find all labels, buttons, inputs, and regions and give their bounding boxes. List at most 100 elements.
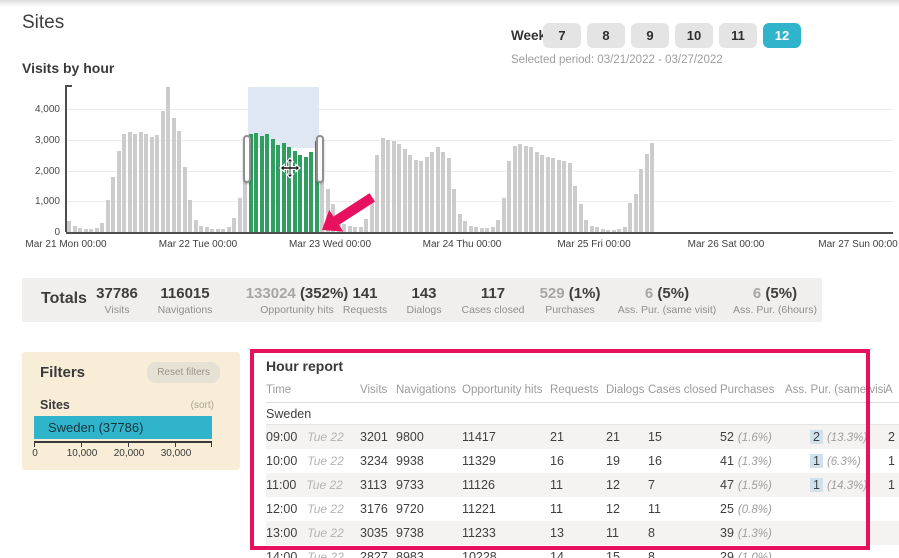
visits-bar[interactable] xyxy=(303,157,308,232)
visits-bar[interactable] xyxy=(254,133,258,232)
column-header-requests[interactable]: Requests xyxy=(550,378,606,403)
selection-right-handle[interactable] xyxy=(316,135,324,183)
visits-bar[interactable] xyxy=(496,220,500,232)
visits-bar[interactable] xyxy=(589,226,594,232)
visits-bar[interactable] xyxy=(485,228,489,232)
visits-bar[interactable] xyxy=(430,152,434,232)
visits-bar[interactable] xyxy=(133,134,137,232)
week-button-8[interactable]: 8 xyxy=(587,23,625,48)
visits-bar[interactable] xyxy=(380,138,385,232)
visits-bar[interactable] xyxy=(435,147,440,232)
visits-bar[interactable] xyxy=(243,180,247,232)
visits-bar[interactable] xyxy=(468,226,473,232)
week-button-10[interactable]: 10 xyxy=(675,23,713,48)
visits-bar[interactable] xyxy=(446,158,451,232)
visits-bar[interactable] xyxy=(523,146,528,232)
visits-bar[interactable] xyxy=(463,221,467,232)
visits-bar[interactable] xyxy=(100,223,104,232)
visits-bar[interactable] xyxy=(89,229,93,232)
visits-bar[interactable] xyxy=(237,198,242,232)
visits-bar[interactable] xyxy=(298,155,302,232)
visits-bar[interactable] xyxy=(567,163,572,232)
visits-bar[interactable] xyxy=(584,220,588,232)
visits-bar[interactable] xyxy=(600,229,605,232)
visits-bar[interactable] xyxy=(199,226,203,232)
visits-bar[interactable] xyxy=(369,198,374,232)
reset-filters-button[interactable]: Reset filters xyxy=(147,362,220,383)
visits-bar[interactable] xyxy=(358,227,363,232)
column-header-visits[interactable]: Visits xyxy=(360,378,396,403)
visits-bar[interactable] xyxy=(336,220,341,232)
visits-bar[interactable] xyxy=(650,143,654,232)
visits-bar[interactable] xyxy=(419,161,423,232)
group-row[interactable]: Sweden xyxy=(266,402,899,425)
visits-bar[interactable] xyxy=(78,228,82,232)
visits-bar[interactable] xyxy=(215,229,220,232)
visits-bar[interactable] xyxy=(138,132,143,232)
column-header-navigations[interactable]: Navigations xyxy=(396,378,462,403)
chart-selection-region[interactable] xyxy=(247,87,319,148)
visits-bar[interactable] xyxy=(292,151,297,232)
visits-bar[interactable] xyxy=(617,229,621,232)
visits-bar[interactable] xyxy=(188,200,192,232)
visits-bar[interactable] xyxy=(144,134,148,232)
visits-bar[interactable] xyxy=(127,132,132,232)
visits-bar[interactable] xyxy=(182,167,187,232)
visits-bar[interactable] xyxy=(281,143,286,232)
week-button-12[interactable]: 12 xyxy=(763,23,801,48)
visits-bar[interactable] xyxy=(529,147,533,232)
visits-bar[interactable] xyxy=(408,155,412,232)
column-header-purchases[interactable]: Purchases xyxy=(720,378,785,403)
visits-bar[interactable] xyxy=(72,226,77,232)
visits-bar[interactable] xyxy=(595,227,599,232)
table-row[interactable]: 09:00 Tue 22 3201 9800 11417 21 21 15 52 (1.6%) 2(… xyxy=(266,424,899,449)
column-header-ass-pur-same-visit-[interactable]: Ass. Pur. (same visit) xyxy=(785,378,885,403)
visits-bar[interactable] xyxy=(259,136,264,232)
visits-bar[interactable] xyxy=(116,151,121,232)
visits-bar[interactable] xyxy=(331,204,335,232)
visits-bar[interactable] xyxy=(83,229,88,232)
visits-bar[interactable] xyxy=(155,135,159,232)
visits-bar[interactable] xyxy=(518,144,522,232)
column-header-dialogs[interactable]: Dialogs xyxy=(606,378,648,403)
visits-bar[interactable] xyxy=(111,177,115,232)
visits-bar[interactable] xyxy=(644,154,649,232)
visits-bar[interactable] xyxy=(633,194,638,232)
visits-bar[interactable] xyxy=(232,218,236,232)
visits-bar[interactable] xyxy=(479,228,484,232)
visits-bar[interactable] xyxy=(413,160,418,232)
visits-bar[interactable] xyxy=(501,198,506,232)
visits-bar[interactable] xyxy=(391,141,396,232)
visits-bar[interactable] xyxy=(226,227,231,232)
visits-bar[interactable] xyxy=(210,229,214,232)
visits-bar[interactable] xyxy=(347,226,352,232)
visits-bar[interactable] xyxy=(353,227,357,232)
visits-bar[interactable] xyxy=(325,189,330,232)
visits-bar[interactable] xyxy=(342,224,346,232)
visits-bar[interactable] xyxy=(177,131,181,232)
visits-bar[interactable] xyxy=(540,155,544,232)
table-row[interactable]: 12:00 Tue 22 3176 9720 11221 11 12 11 25 (0.8%) xyxy=(266,497,899,521)
visits-bar[interactable] xyxy=(386,140,390,232)
visits-bar[interactable] xyxy=(402,149,407,232)
visits-bar[interactable] xyxy=(94,228,99,232)
table-row[interactable]: 13:00 Tue 22 3035 9738 11233 13 11 8 39 (1.3%) xyxy=(266,520,899,545)
visits-bar[interactable] xyxy=(287,147,291,232)
visits-bar[interactable] xyxy=(221,229,225,232)
column-header-opportunity-hits[interactable]: Opportunity hits xyxy=(462,378,550,403)
visits-bar[interactable] xyxy=(193,220,198,232)
visits-bar[interactable] xyxy=(628,203,632,232)
visits-bar[interactable] xyxy=(562,161,566,232)
visits-bar[interactable] xyxy=(545,157,550,232)
column-header-cases-closed[interactable]: Cases closed xyxy=(648,378,720,403)
site-filter-bar-sweden[interactable]: Sweden (37786) xyxy=(34,416,212,439)
visits-bar[interactable] xyxy=(578,204,583,232)
table-row[interactable]: 10:00 Tue 22 3234 9938 11329 16 19 16 41 (1.3%) 1(… xyxy=(266,449,899,473)
visits-bar[interactable] xyxy=(611,230,616,232)
visits-bar[interactable] xyxy=(375,155,379,232)
visits-bar[interactable] xyxy=(474,227,478,232)
week-button-7[interactable]: 7 xyxy=(543,23,581,48)
visits-bar[interactable] xyxy=(424,157,429,232)
week-button-11[interactable]: 11 xyxy=(719,23,757,48)
visits-bar[interactable] xyxy=(105,200,110,232)
